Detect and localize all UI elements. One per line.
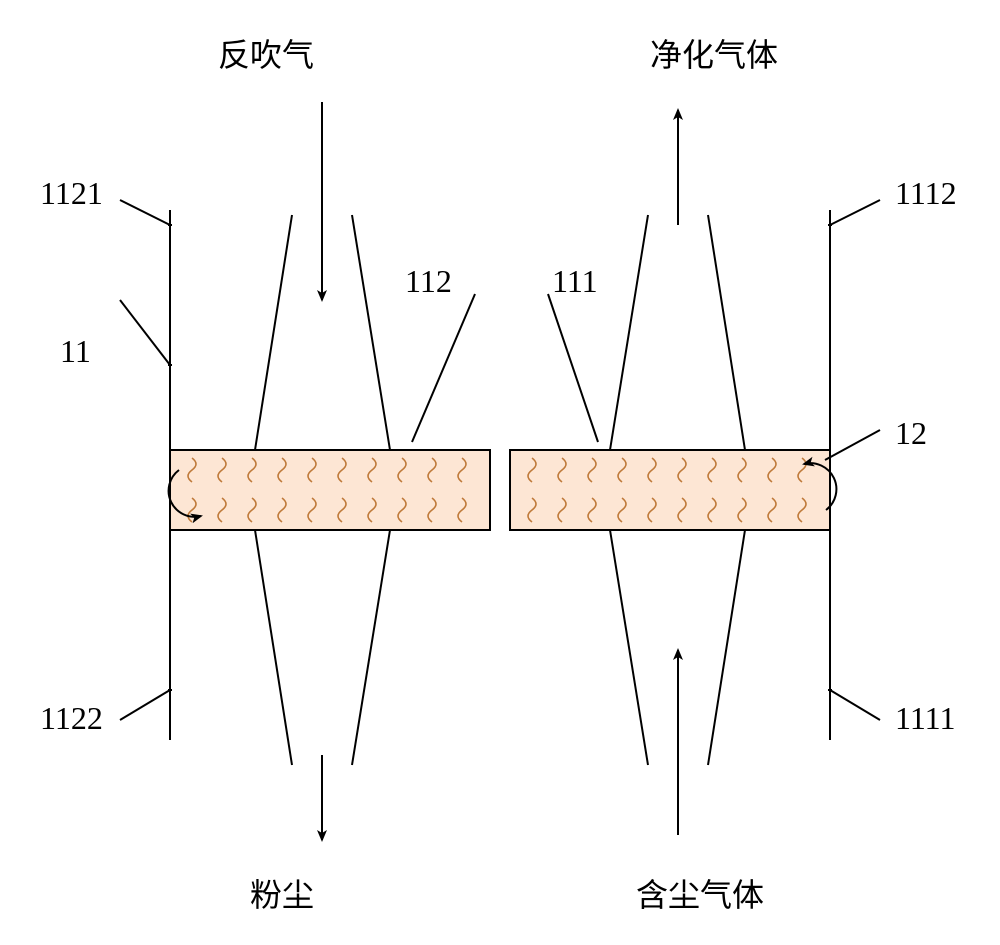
label-dusty-gas: 含尘气体 [636, 870, 764, 916]
label-1122: 1122 [40, 700, 103, 737]
label-1111: 1111 [895, 700, 955, 737]
diagram-canvas: 反吹气 净化气体 粉尘 含尘气体 1121 1112 11 12 112 111… [0, 0, 1000, 945]
label-1112: 1112 [895, 175, 957, 212]
diagram-svg [0, 0, 1000, 945]
label-12: 12 [895, 415, 927, 452]
label-clean-gas: 净化气体 [650, 30, 778, 76]
label-1121: 1121 [40, 175, 103, 212]
label-111: 111 [552, 263, 598, 300]
label-11: 11 [60, 333, 91, 370]
label-dust: 粉尘 [250, 870, 314, 916]
label-backflush-gas: 反吹气 [218, 30, 314, 76]
label-112: 112 [405, 263, 452, 300]
